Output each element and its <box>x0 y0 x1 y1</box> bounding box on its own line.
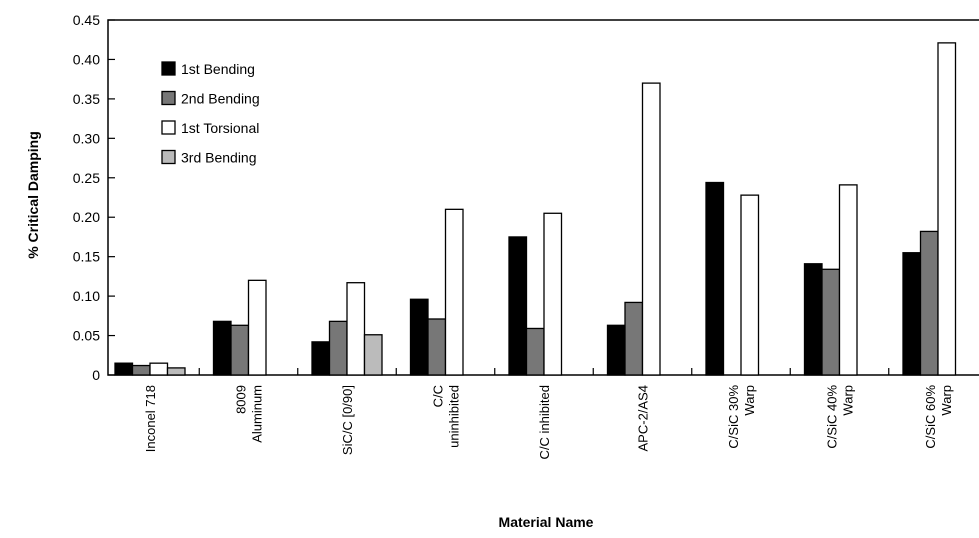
bar-1st-bending <box>212 320 232 376</box>
legend-label: 2nd Bending <box>181 91 260 107</box>
bar-3rd-bending <box>363 334 383 376</box>
bar-2nd-bending <box>919 230 939 376</box>
category-label: SiC/C [0/90] <box>340 385 355 455</box>
bar-1st-bending <box>508 236 528 376</box>
y-tick-label: 0.40 <box>73 51 100 67</box>
category-label: APC-2/AS4 <box>636 385 651 451</box>
bar-2nd-bending <box>821 268 841 376</box>
y-tick-label: 0.10 <box>73 288 100 304</box>
bar-2nd-bending <box>427 318 447 376</box>
category-label: C/SiC 30% <box>726 385 741 449</box>
category-label: C/SiC 60% <box>923 385 938 449</box>
category-label: Warp <box>841 385 856 416</box>
category-label: C/C <box>431 385 446 407</box>
bar-1st-torsional <box>543 212 563 376</box>
category-label: uninhibited <box>447 385 462 448</box>
y-tick-label: 0.30 <box>73 130 100 146</box>
legend-swatch <box>161 90 176 106</box>
bar-1st-torsional <box>149 362 169 376</box>
bar-1st-bending <box>803 263 823 376</box>
y-tick-label: 0.25 <box>73 170 100 186</box>
legend-label: 1st Bending <box>181 61 255 77</box>
bar-1st-bending <box>705 181 725 376</box>
y-tick-label: 0.15 <box>73 249 100 265</box>
legend-swatch <box>161 61 176 76</box>
y-tick-label: 0.20 <box>73 209 100 225</box>
y-tick-label: 0.05 <box>73 328 100 344</box>
bar-2nd-bending <box>131 364 151 376</box>
bar-2nd-bending <box>328 320 348 376</box>
bar-1st-torsional <box>444 208 464 376</box>
category-label: 8009 <box>234 385 249 414</box>
category-label: Warp <box>742 385 757 416</box>
bar-1st-torsional <box>641 82 661 376</box>
bar-1st-torsional <box>346 282 366 376</box>
bar-1st-bending <box>409 298 429 376</box>
category-label: Aluminum <box>250 385 265 443</box>
bar-1st-bending <box>606 324 626 376</box>
y-tick-label: 0.35 <box>73 91 100 107</box>
y-axis-title: % Critical Damping <box>25 131 41 259</box>
x-axis-title: Material Name <box>499 514 594 530</box>
legend-label: 1st Torsional <box>181 120 259 136</box>
bar-1st-bending <box>902 252 922 376</box>
category-label: C/SiC 40% <box>825 385 840 449</box>
y-tick-label: 0.45 <box>73 12 100 28</box>
bar-1st-torsional <box>838 184 858 376</box>
bar-1st-torsional <box>937 42 957 376</box>
legend-label: 3rd Bending <box>181 150 257 166</box>
legend-swatch <box>161 120 176 135</box>
category-label: Inconel 718 <box>143 385 158 452</box>
legend-swatch <box>161 149 176 165</box>
bar-2nd-bending <box>525 327 545 376</box>
bar-1st-torsional <box>740 194 760 376</box>
bar-1st-torsional <box>247 279 267 376</box>
bar-2nd-bending <box>624 301 644 376</box>
bar-1st-bending <box>114 362 134 376</box>
category-label: Warp <box>939 385 954 416</box>
y-tick-label: 0 <box>92 367 100 383</box>
bar-2nd-bending <box>230 324 250 376</box>
bar-1st-bending <box>311 341 331 376</box>
category-label: C/C inhibited <box>537 385 552 459</box>
bar-3rd-bending <box>166 367 186 376</box>
